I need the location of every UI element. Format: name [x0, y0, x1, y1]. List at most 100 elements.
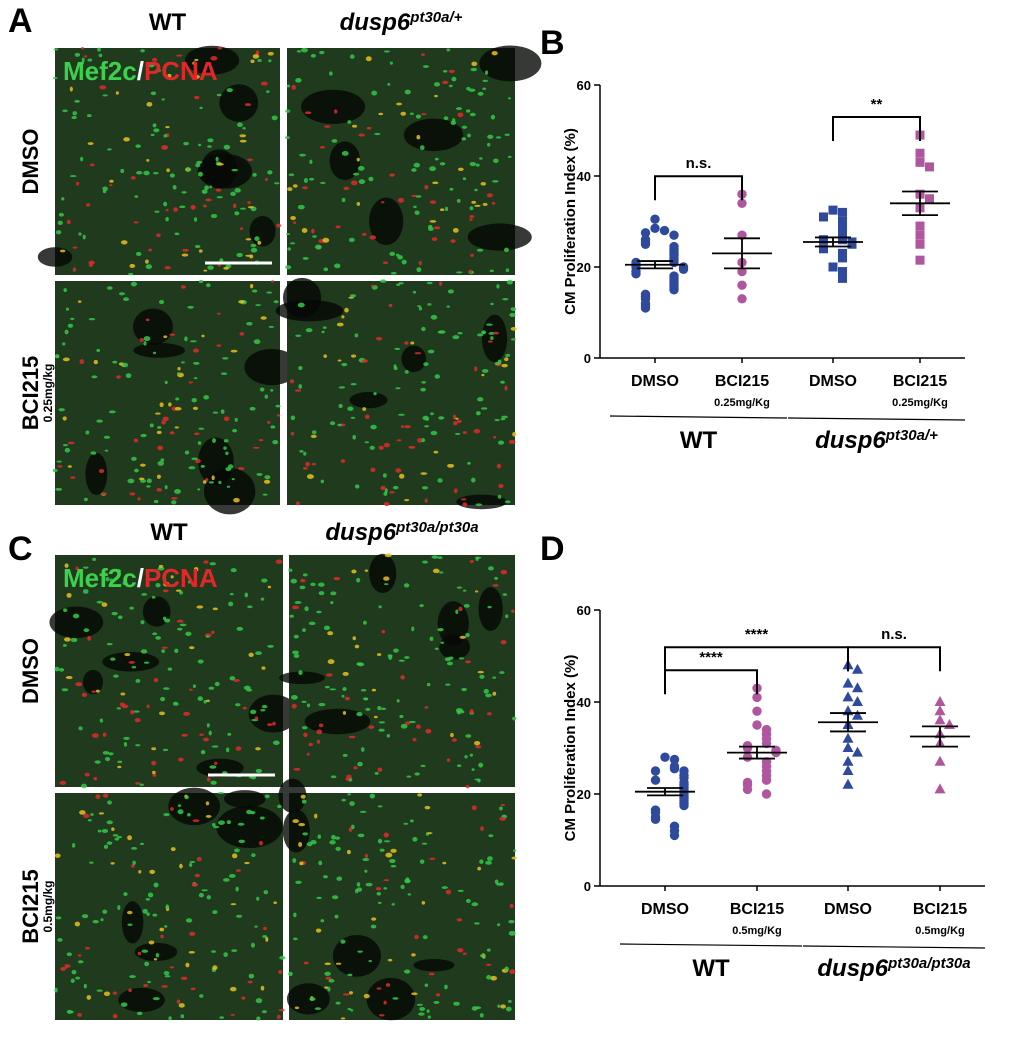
nucleus	[380, 485, 386, 491]
nucleus	[346, 849, 351, 855]
nucleus	[417, 305, 421, 308]
row-label: BCI215	[18, 869, 43, 944]
tissue-dark	[278, 778, 307, 813]
nucleus	[302, 628, 306, 632]
nucleus	[184, 572, 189, 576]
nucleus	[66, 219, 71, 225]
nucleus	[78, 232, 82, 236]
nucleus	[462, 431, 467, 435]
nucleus	[498, 484, 504, 489]
nucleus	[486, 975, 492, 980]
nucleus	[352, 636, 357, 641]
nucleus	[424, 983, 429, 987]
nucleus	[482, 79, 488, 83]
nucleus	[473, 922, 480, 925]
nucleus	[294, 389, 302, 392]
nucleus	[424, 185, 429, 190]
nucleus	[211, 475, 215, 481]
nucleus	[484, 70, 489, 75]
nucleus	[398, 659, 405, 662]
nucleus	[465, 784, 470, 789]
nucleus	[246, 322, 253, 326]
nucleus	[316, 739, 321, 744]
nucleus	[479, 954, 486, 958]
nucleus	[424, 425, 429, 428]
data-point	[842, 742, 854, 752]
nucleus	[235, 869, 241, 872]
nucleus	[216, 312, 221, 315]
nucleus	[318, 591, 325, 596]
nucleus	[177, 809, 184, 815]
micrograph	[278, 778, 517, 1021]
nucleus	[247, 206, 254, 209]
nucleus	[352, 434, 357, 440]
data-point	[842, 755, 854, 766]
nucleus	[163, 134, 168, 138]
nucleus	[137, 497, 141, 501]
nucleus	[323, 267, 329, 272]
nucleus	[365, 707, 371, 711]
nucleus	[369, 445, 375, 450]
nucleus	[437, 478, 443, 483]
column-label: WT	[150, 519, 188, 546]
nucleus	[290, 578, 297, 584]
micrograph	[279, 553, 517, 789]
nucleus	[55, 354, 60, 358]
nucleus	[217, 820, 225, 825]
nucleus	[293, 767, 301, 771]
nucleus	[77, 960, 84, 964]
nucleus	[414, 772, 420, 776]
nucleus	[53, 48, 59, 51]
nucleus	[378, 112, 384, 116]
nucleus	[383, 50, 390, 53]
nucleus	[154, 210, 160, 213]
nucleus	[453, 421, 458, 426]
nucleus	[412, 836, 418, 842]
nucleus	[56, 460, 62, 463]
nucleus	[248, 652, 254, 657]
nucleus	[511, 609, 515, 613]
nucleus	[320, 181, 326, 184]
nucleus	[235, 703, 241, 707]
nucleus	[146, 159, 150, 162]
nucleus	[62, 342, 66, 346]
nucleus	[145, 264, 152, 270]
nucleus	[205, 801, 210, 806]
nucleus	[80, 47, 85, 50]
nucleus	[214, 681, 220, 687]
nucleus	[429, 200, 437, 204]
nucleus	[290, 242, 296, 245]
nucleus	[272, 439, 279, 445]
nucleus	[175, 397, 180, 401]
nucleus	[425, 418, 429, 421]
nucleus	[190, 340, 197, 343]
nucleus	[343, 186, 350, 190]
data-point	[761, 775, 772, 785]
nucleus	[419, 604, 424, 608]
nucleus	[330, 775, 337, 779]
nucleus	[445, 683, 451, 686]
nucleus	[113, 674, 119, 678]
tissue-dark	[197, 153, 253, 189]
nucleus	[260, 985, 265, 991]
stain-part: Mef2c	[63, 563, 137, 593]
stain-part: /	[137, 56, 144, 86]
nucleus	[491, 201, 496, 205]
nucleus	[453, 488, 458, 494]
nucleus	[61, 197, 65, 201]
nucleus	[199, 106, 203, 110]
nucleus	[83, 55, 88, 58]
nucleus	[105, 577, 110, 582]
nucleus	[134, 195, 139, 198]
nucleus	[185, 962, 190, 968]
nucleus	[271, 115, 278, 121]
nucleus	[179, 863, 183, 869]
nucleus	[302, 257, 309, 260]
nucleus	[255, 50, 260, 56]
nucleus	[233, 497, 240, 503]
nucleus	[439, 281, 443, 286]
nucleus	[194, 244, 201, 249]
nucleus	[255, 304, 262, 307]
nucleus	[309, 159, 313, 165]
nucleus	[230, 568, 237, 573]
